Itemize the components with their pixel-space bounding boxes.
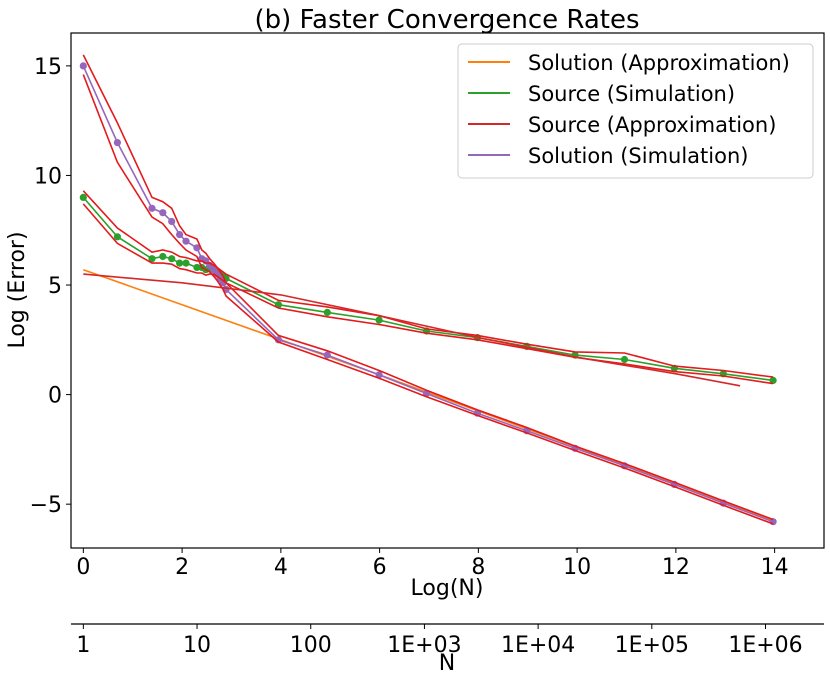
series-1-point bbox=[620, 355, 629, 364]
series-3-point bbox=[323, 351, 331, 359]
secondary-x-tick-label: 1 bbox=[76, 633, 90, 658]
plot-clip-group bbox=[79, 54, 777, 526]
x-tick-label: 4 bbox=[274, 555, 288, 580]
series-1-point bbox=[182, 259, 190, 267]
secondary-x-axis-label: N bbox=[439, 651, 455, 676]
x-tick-label: 6 bbox=[373, 555, 387, 580]
series-3-point bbox=[79, 62, 87, 70]
x-tick-label: 12 bbox=[662, 555, 690, 580]
y-tick-label: 5 bbox=[48, 274, 62, 299]
secondary-x-tick-label: 100 bbox=[290, 633, 332, 658]
band-1-upper bbox=[82, 190, 774, 378]
series-1-point bbox=[148, 255, 156, 263]
secondary-x-tick-label: 1E+03 bbox=[387, 633, 461, 658]
series-1-point bbox=[375, 316, 383, 324]
series-1-point bbox=[323, 308, 331, 316]
y-tick-label: 0 bbox=[48, 384, 62, 409]
series-1-point bbox=[79, 193, 87, 201]
legend: Solution (Approximation) Source (Simulati… bbox=[457, 43, 814, 179]
series-3-point bbox=[176, 231, 184, 239]
series-3-point bbox=[148, 204, 156, 212]
band-1-lower bbox=[82, 203, 774, 385]
y-axis-label: Log (Error) bbox=[5, 231, 30, 348]
series-3-point bbox=[113, 139, 121, 147]
x-axis-label: Log(N) bbox=[411, 576, 484, 601]
series-1-point bbox=[769, 376, 777, 384]
x-tick-label: 10 bbox=[563, 555, 591, 580]
series-1-point bbox=[159, 252, 167, 261]
legend-label: Source (Simulation) bbox=[528, 82, 735, 106]
plot-area bbox=[79, 54, 777, 526]
series-3-point bbox=[193, 244, 201, 252]
secondary-x-tick-label: 1E+05 bbox=[615, 633, 689, 658]
series-3-point bbox=[182, 237, 190, 245]
x-tick-label: 14 bbox=[761, 555, 789, 580]
legend-label: Solution (Simulation) bbox=[528, 144, 748, 168]
y-tick-label: 10 bbox=[34, 164, 62, 189]
secondary-x-tick-label: 1E+04 bbox=[501, 633, 575, 658]
y-tick-label: 15 bbox=[34, 55, 62, 80]
series-1-point bbox=[113, 233, 121, 241]
plot-frame bbox=[70, 32, 825, 549]
x-tick-label: 2 bbox=[175, 555, 189, 580]
series-1-point bbox=[176, 259, 184, 267]
band-0-upper bbox=[82, 54, 774, 521]
x-tick-label: 0 bbox=[76, 555, 90, 580]
secondary-x-tick-label: 10 bbox=[183, 633, 211, 658]
series-line-1 bbox=[82, 196, 774, 382]
legend-box bbox=[457, 43, 814, 179]
series-3-point bbox=[168, 217, 176, 226]
secondary-x-tick-label: 1E+06 bbox=[728, 633, 802, 658]
band-0-lower bbox=[82, 74, 774, 525]
series-3-point bbox=[159, 209, 167, 217]
legend-label: Source (Approximation) bbox=[528, 113, 776, 137]
y-tick-label: −5 bbox=[30, 493, 62, 518]
x-tick-label: 8 bbox=[471, 555, 485, 580]
series-3-point bbox=[274, 336, 282, 344]
series-1-point bbox=[168, 255, 176, 263]
series-line-2 bbox=[83, 273, 741, 387]
chart-title: (b) Faster Convergence Rates bbox=[254, 5, 639, 35]
axes: 0 2 4 6 8 10 12 14 −5 0 5 10 15 1 10 100 1E+03 1E+04 1E+05… bbox=[30, 32, 825, 658]
legend-label: Solution (Approximation) bbox=[528, 51, 790, 75]
